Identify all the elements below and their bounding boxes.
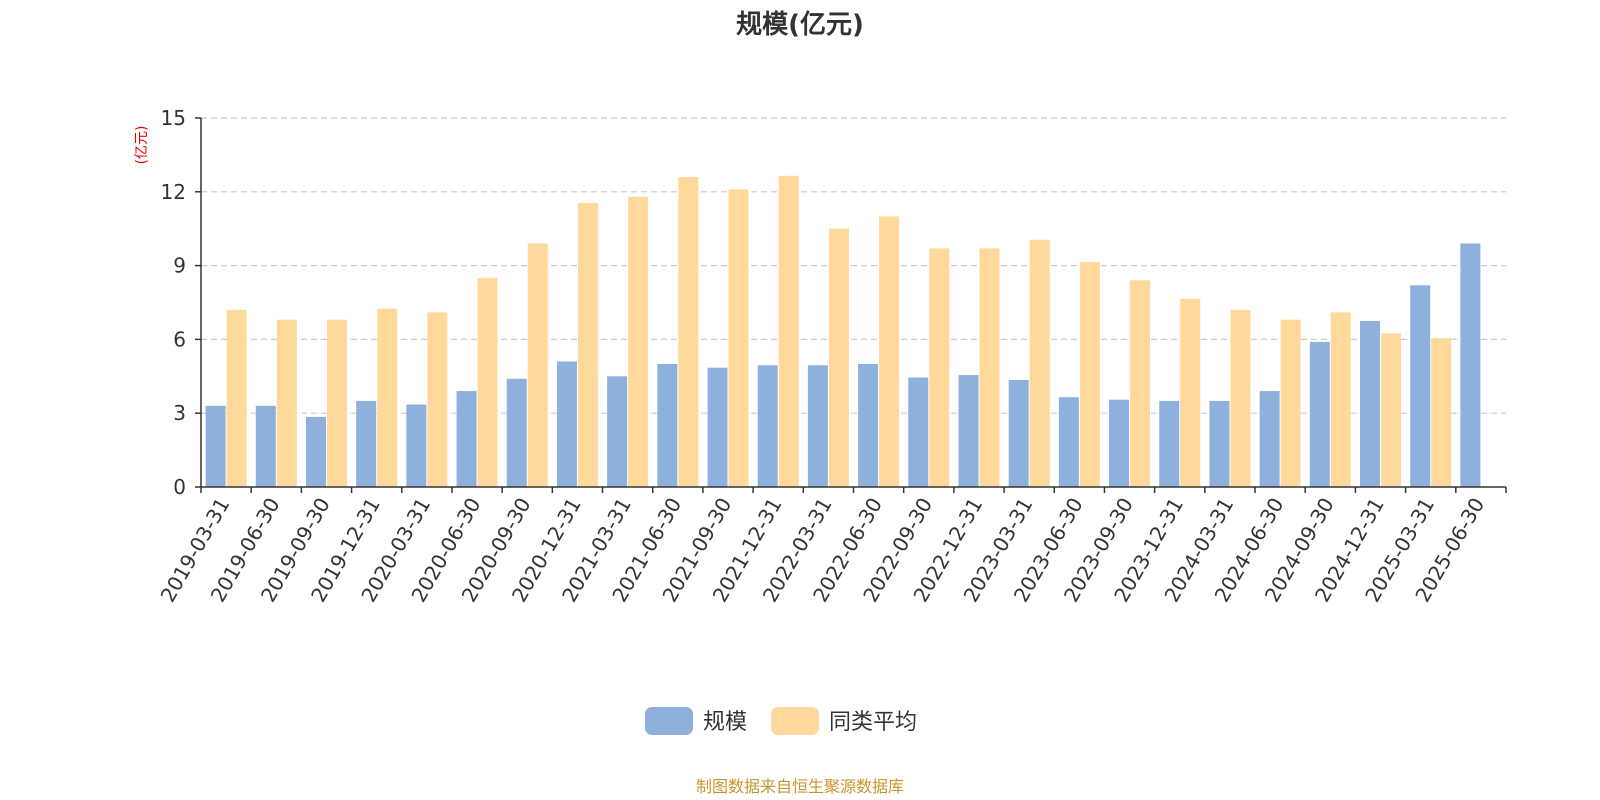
bar-scale <box>406 404 427 487</box>
bar-peer-average <box>879 216 900 487</box>
bar-scale <box>1360 320 1381 487</box>
bar-peer-average <box>1230 309 1251 487</box>
bars <box>205 175 1481 488</box>
bar-peer-average <box>1431 338 1452 487</box>
bar-peer-average <box>628 196 649 487</box>
bar-scale <box>1159 400 1180 487</box>
bar-scale <box>506 378 527 487</box>
y-tick-label: 6 <box>173 327 186 351</box>
legend[interactable]: 规模 同类平均 <box>645 707 917 735</box>
bar-scale <box>1309 341 1330 487</box>
bar-peer-average <box>527 243 548 487</box>
bar-peer-average <box>778 175 799 487</box>
bar-scale <box>205 405 226 487</box>
bar-peer-average <box>577 202 598 487</box>
bar-scale <box>908 377 929 487</box>
bar-peer-average <box>326 319 347 487</box>
bar-scale <box>958 375 979 487</box>
bar-scale <box>456 391 477 487</box>
bar-scale <box>1460 243 1481 487</box>
y-tick-label: 0 <box>173 475 186 499</box>
footer-source: 制图数据来自恒生聚源数据库 <box>696 777 904 796</box>
bar-peer-average <box>477 277 498 487</box>
legend-label[interactable]: 规模 <box>703 710 747 735</box>
bar-scale <box>858 364 879 487</box>
bar-peer-average <box>678 177 699 488</box>
bar-peer-average <box>1381 333 1402 487</box>
bar-scale <box>757 365 778 487</box>
bar-peer-average <box>1330 312 1351 487</box>
bar-scale <box>1008 379 1029 487</box>
bar-scale <box>1259 391 1280 487</box>
chart-title: 规模(亿元) <box>736 10 864 40</box>
bar-peer-average <box>377 308 398 487</box>
gridlines <box>201 117 1506 414</box>
bar-scale <box>305 416 326 487</box>
bar-peer-average <box>1079 261 1100 487</box>
bar-peer-average <box>1130 280 1151 487</box>
bar-scale <box>1209 400 1230 487</box>
y-tick-label: 3 <box>173 401 186 425</box>
bar-peer-average <box>427 312 448 487</box>
bar-scale <box>807 365 828 487</box>
bar-peer-average <box>276 319 297 487</box>
bar-peer-average <box>929 248 950 487</box>
y-tick-label: 9 <box>173 254 186 278</box>
legend-swatch[interactable] <box>771 707 819 735</box>
bar-scale <box>1109 399 1130 487</box>
bar-scale <box>657 364 678 487</box>
y-tick-label: 12 <box>161 180 186 204</box>
bar-peer-average <box>728 189 749 487</box>
bar-scale <box>607 376 628 487</box>
legend-label[interactable]: 同类平均 <box>829 710 917 735</box>
y-axis-unit-label: (亿元) <box>134 126 150 165</box>
bar-scale <box>255 405 276 487</box>
y-tick-label: 15 <box>161 106 186 130</box>
bar-peer-average <box>828 228 849 487</box>
bar-peer-average <box>1029 239 1050 487</box>
bar-scale <box>1410 285 1431 487</box>
bar-peer-average <box>1280 319 1301 487</box>
bar-peer-average <box>979 248 1000 487</box>
bar-scale <box>356 400 377 487</box>
bar-scale <box>1058 397 1079 487</box>
bar-scale <box>707 367 728 487</box>
bar-peer-average <box>226 309 247 487</box>
legend-swatch[interactable] <box>645 707 693 735</box>
bar-scale <box>556 361 577 487</box>
bar-peer-average <box>1180 298 1201 487</box>
